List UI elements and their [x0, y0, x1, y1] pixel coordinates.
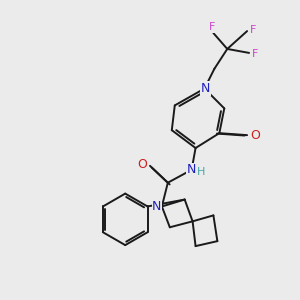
Text: F: F: [209, 22, 216, 32]
Text: O: O: [250, 129, 260, 142]
Text: N: N: [152, 200, 162, 213]
Text: N: N: [187, 163, 196, 176]
Text: H: H: [197, 167, 206, 177]
Text: N: N: [201, 82, 210, 95]
Text: O: O: [137, 158, 147, 171]
Text: F: F: [252, 49, 258, 59]
Text: F: F: [250, 25, 256, 35]
